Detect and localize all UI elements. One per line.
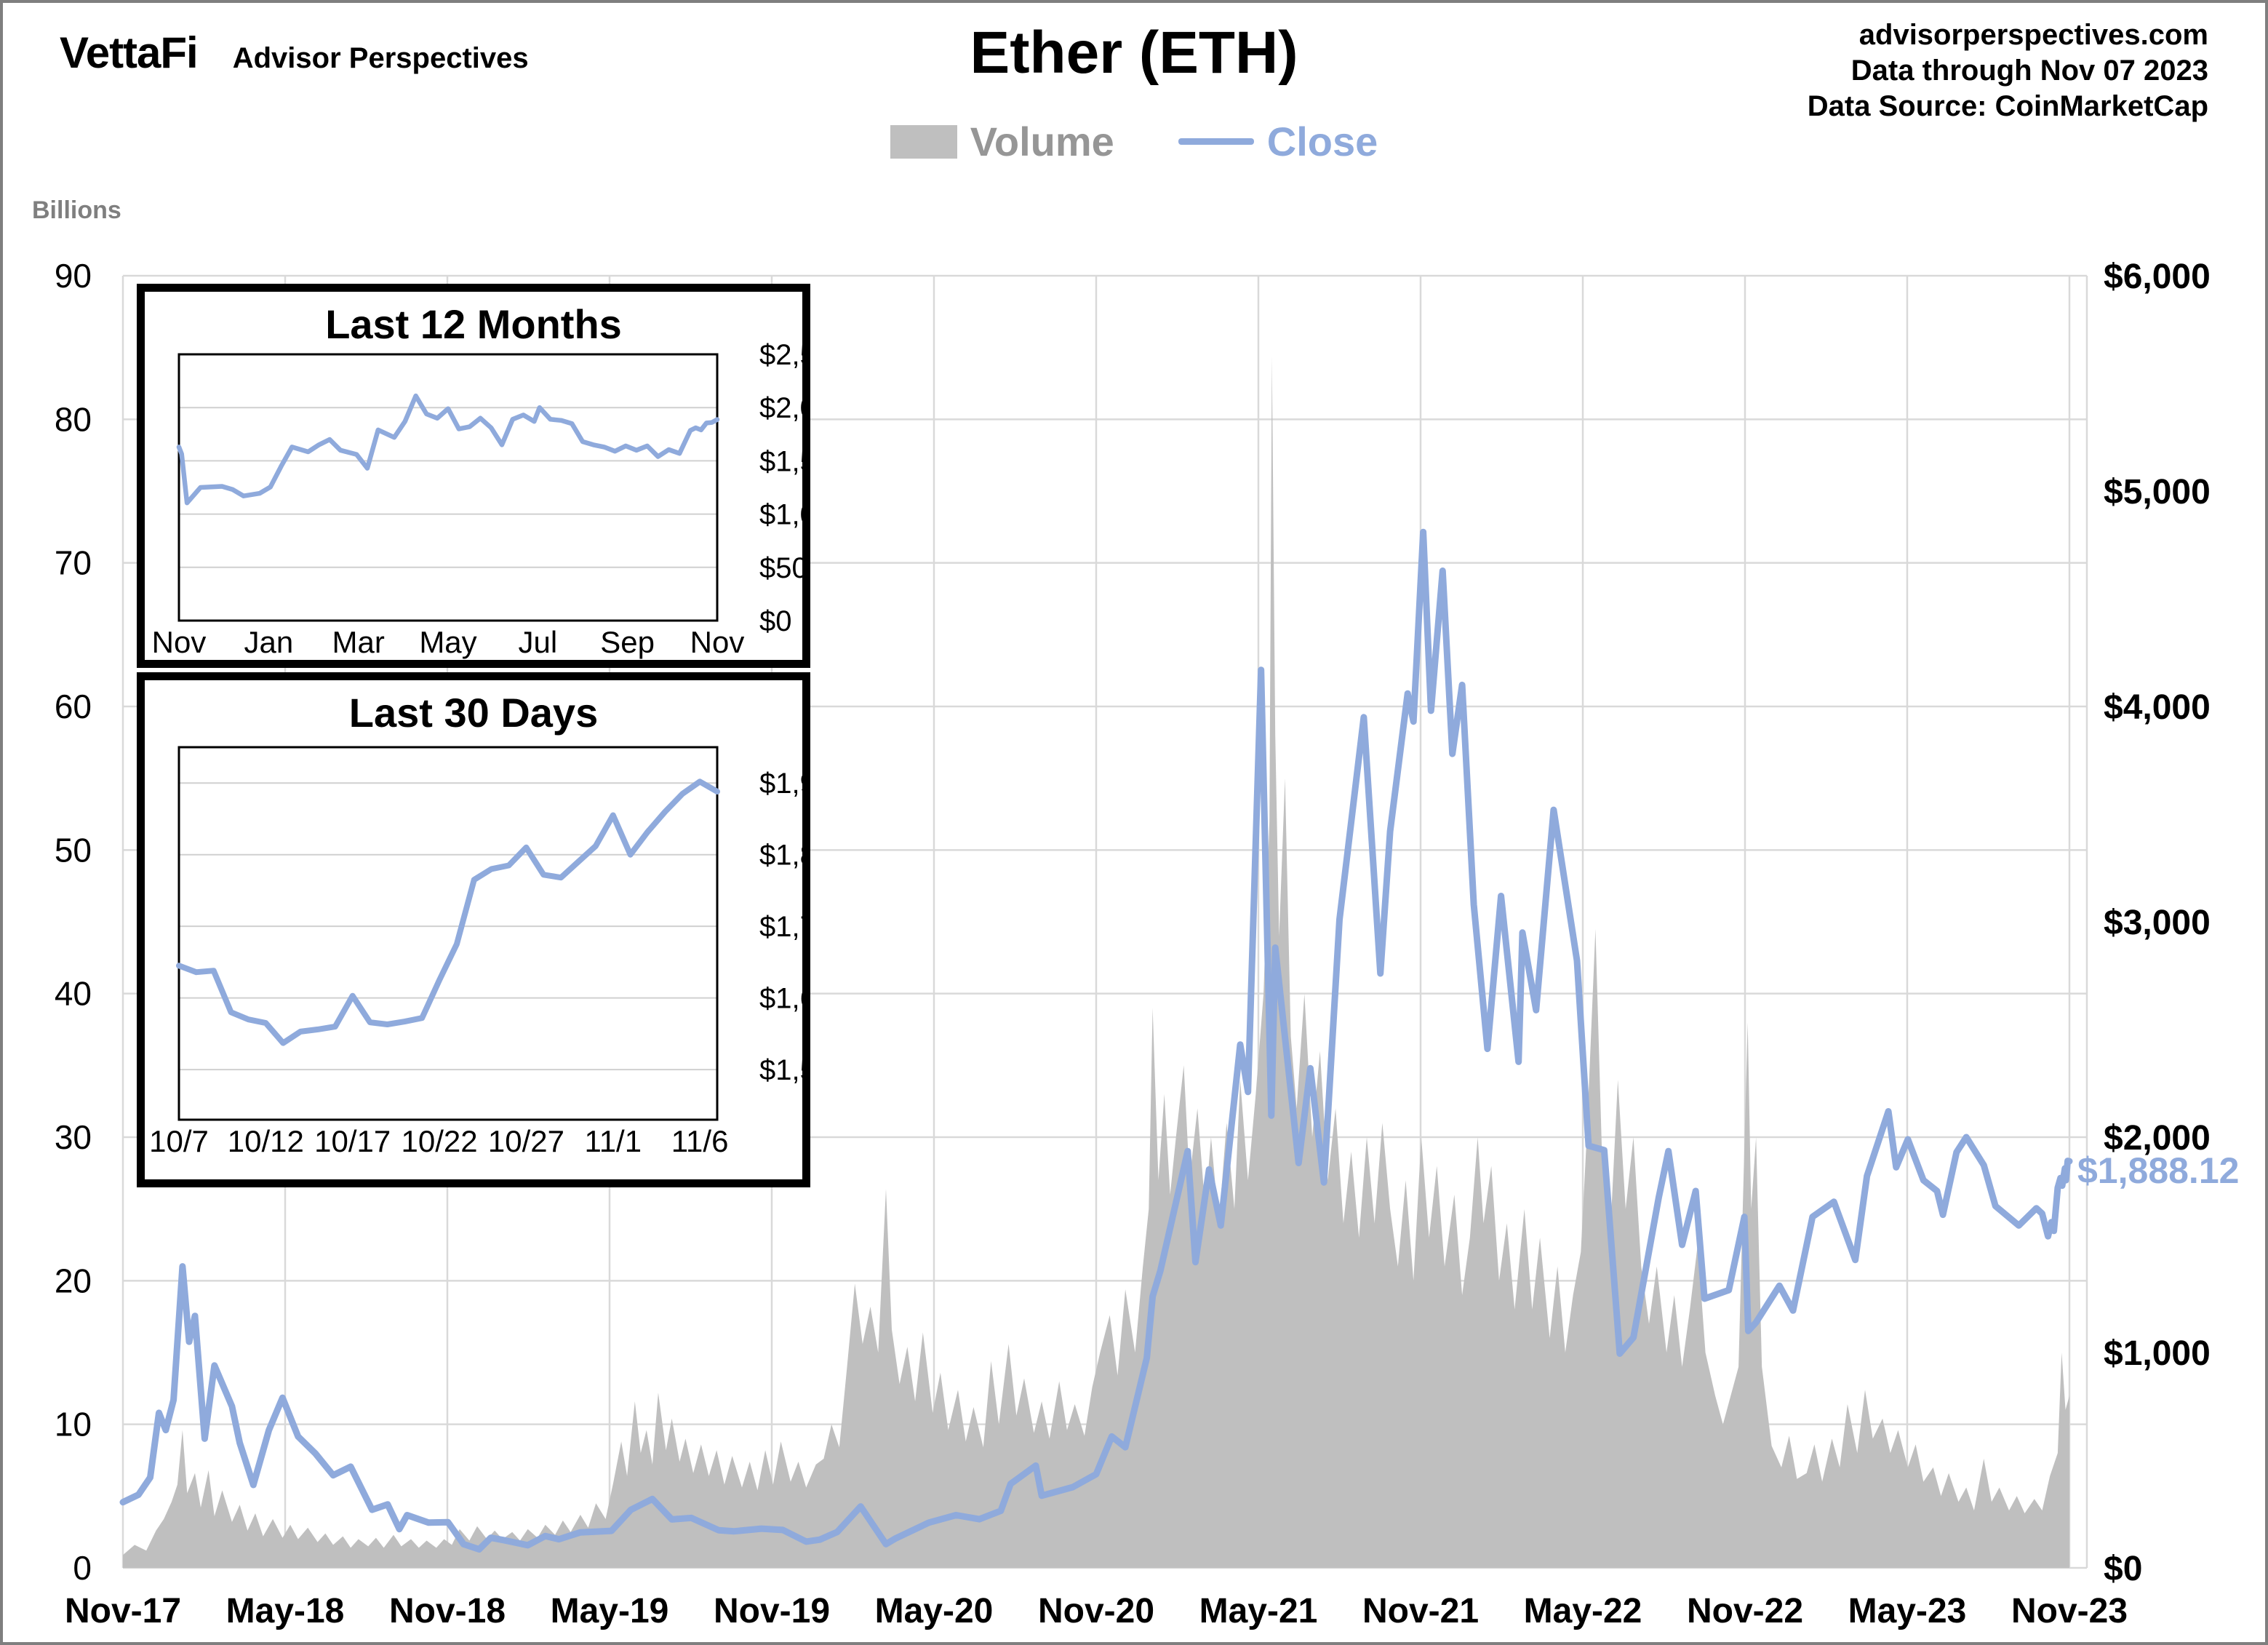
x-axis-tick-label: Nov-23 (2011, 1592, 2128, 1630)
current-price-label: $1,888.12 (2077, 1150, 2240, 1191)
inset-y-tick-label: $1,500 (759, 1054, 802, 1086)
inset-x-tick-label: Nov (152, 625, 207, 659)
left-axis-tick-label: 40 (55, 975, 92, 1013)
x-axis-tick-label: May-22 (1524, 1592, 1642, 1630)
inset-x-tick-label: May (419, 625, 476, 659)
page-title: Ether (ETH) (970, 20, 1298, 86)
inset-plot-border (177, 746, 719, 1121)
inset-12m-chart: $0 $500 $1,000 $1,500 $2,000 $2,500 Nov Jan Mar M… (152, 339, 802, 659)
x-axis-tick-label: May-23 (1848, 1592, 1967, 1630)
volume-legend-swatch (890, 124, 957, 159)
x-axis-tick-label: Nov-17 (65, 1592, 181, 1630)
inset-close-line (176, 393, 720, 506)
inset-x-tick-label: Jan (244, 625, 293, 659)
inset-y-tick-label: $500 (759, 552, 802, 584)
left-axis-unit-label: Billions (32, 196, 121, 224)
inset-x-tick-label: Sep (600, 625, 655, 659)
x-axis-tick-label: Nov-18 (389, 1592, 506, 1630)
x-axis-tick-label: Nov-19 (714, 1592, 830, 1630)
left-axis-tick-label: 30 (55, 1118, 92, 1156)
x-axis-tick-label: Nov-22 (1687, 1592, 1803, 1630)
x-axis-tick-label: Nov-20 (1038, 1592, 1154, 1630)
inset-30d-title: Last 30 Days (348, 690, 599, 736)
right-axis-tick-label: $5,000 (2104, 473, 2211, 511)
vettafi-logo: VettaFi Advisor Perspectives (60, 28, 529, 78)
left-axis-tick-label: 80 (55, 400, 92, 438)
inset-plot-border (177, 353, 719, 622)
inset-x-tick-label: 10/27 (488, 1124, 564, 1158)
inset-last-12-months: Last 12 Months $0$500$1,000$1,500$2,000$… (137, 284, 810, 668)
right-axis-tick-label: $1,000 (2104, 1334, 2211, 1373)
inset-y-tick-label: $1,000 (759, 499, 802, 531)
x-axis-tick-label: May-20 (875, 1592, 994, 1630)
inset-x-tick-label: 10/17 (314, 1124, 391, 1158)
inset-y-tick-label: $1,500 (759, 445, 802, 477)
main-price-volume-chart: 0 10 20 30 40 50 60 70 80 90 $0 $1,000 $2,000 $3,000 $… (55, 257, 2211, 1630)
x-axis-tick-label: May-21 (1199, 1592, 1318, 1630)
right-axis-tick-label: $4,000 (2104, 688, 2211, 727)
inset-x-tick-label: Mar (332, 625, 384, 659)
right-axis-tick-label: $2,000 (2104, 1119, 2211, 1158)
inset-y-tick-label: $1,900 (759, 768, 802, 800)
left-axis-tick-label: 10 (55, 1406, 92, 1443)
advisor-perspectives-label: Advisor Perspectives (232, 42, 529, 74)
close-line-series (119, 528, 2073, 1553)
x-axis-tick-label: May-19 (551, 1592, 669, 1630)
right-axis-tick-label: $0 (2104, 1550, 2142, 1588)
right-axis-tick-label: $6,000 (2104, 258, 2211, 296)
inset-y-tick-label: $0 (759, 605, 792, 637)
left-axis-tick-label: 70 (55, 544, 92, 582)
inset-x-tick-label: 10/7 (149, 1124, 209, 1158)
inset-close-line (176, 778, 720, 1046)
inset-x-tick-label: 11/1 (584, 1124, 642, 1158)
volume-legend-label: Volume (970, 119, 1114, 164)
inset-last-30-days: Last 30 Days $1,500$1,600$1,700$1,800$1,… (137, 672, 810, 1187)
inset-x-tick-label: Nov (690, 625, 745, 659)
inset-x-tick-label: Jul (518, 625, 557, 659)
source-date: Data through Nov 07 2023 (1850, 54, 2208, 87)
inset-30d-chart: $1,500 $1,600 $1,700 $1,800 $1,900 10/7 10/12 1… (149, 746, 802, 1158)
close-legend-label: Close (1266, 119, 1378, 164)
right-axis-tick-label: $3,000 (2104, 904, 2211, 942)
left-axis-tick-label: 20 (55, 1262, 92, 1299)
left-axis-tick-label: 90 (55, 257, 92, 295)
inset-x-tick-label: 11/6 (671, 1124, 729, 1158)
source-provider: Data Source: CoinMarketCap (1807, 89, 2208, 122)
source-site: advisorperspectives.com (1858, 19, 2208, 51)
close-legend-swatch (1178, 138, 1254, 145)
x-axis-tick-label: May-18 (226, 1592, 345, 1630)
inset-x-tick-label: 10/12 (228, 1124, 304, 1158)
vettafi-logo-text: VettaFi (60, 28, 199, 77)
inset-12m-title: Last 12 Months (325, 301, 622, 347)
inset-y-tick-label: $1,800 (759, 840, 802, 872)
left-axis-tick-label: 0 (73, 1549, 92, 1587)
inset-y-tick-label: $1,700 (759, 911, 802, 943)
inset-x-tick-label: 10/22 (402, 1124, 478, 1158)
left-axis-tick-label: 50 (55, 831, 92, 869)
inset-y-tick-label: $2,500 (759, 339, 802, 371)
chart-legend: Volume Close (3, 118, 2265, 165)
x-axis-tick-label: Nov-21 (1362, 1592, 1479, 1630)
source-attribution: advisorperspectives.com Data through Nov… (1808, 17, 2208, 124)
left-axis-tick-label: 60 (55, 688, 92, 725)
inset-y-tick-label: $1,600 (759, 983, 802, 1015)
volume-area-series (123, 356, 2069, 1568)
inset-y-tick-label: $2,000 (759, 392, 802, 424)
